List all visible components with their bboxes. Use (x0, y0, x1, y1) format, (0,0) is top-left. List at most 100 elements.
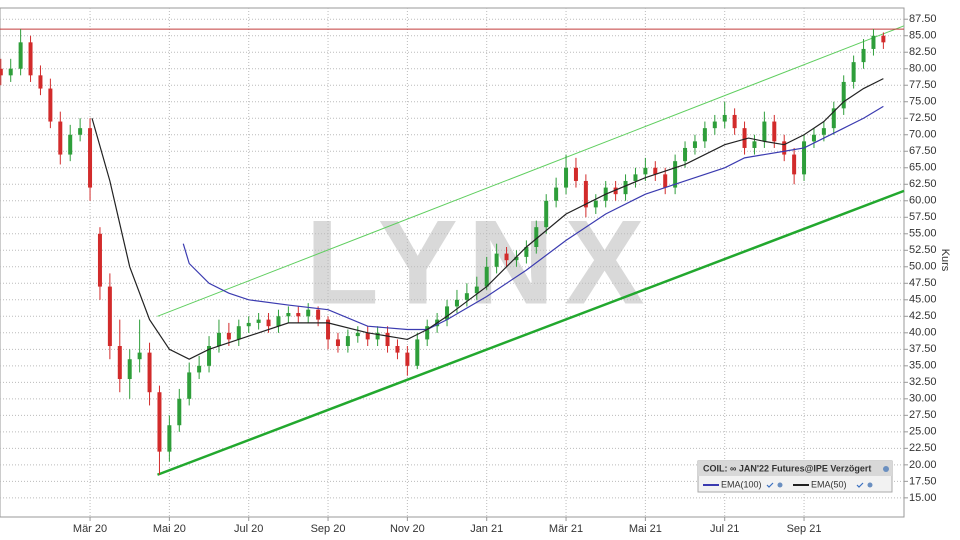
y-tick-label: 87.50 (909, 13, 937, 25)
ema-line (91, 78, 884, 360)
y-tick-label: 15.00 (909, 492, 937, 504)
legend-title: COIL: ∞ JAN'22 Futures@IPE Verzögert (703, 463, 871, 473)
watermark: LYNX (305, 196, 654, 330)
candle-body (524, 246, 529, 257)
candle-body (762, 121, 767, 142)
settings-icon[interactable] (883, 466, 889, 472)
candle-body (782, 141, 787, 155)
candle-body (663, 174, 668, 188)
candle-body (772, 121, 777, 142)
candle-body (68, 134, 73, 155)
candle-body (702, 128, 707, 142)
trend-line (157, 25, 905, 317)
trend-line (157, 189, 905, 476)
candle-body (197, 365, 202, 373)
candle-body (127, 359, 132, 380)
candle-body (88, 128, 93, 188)
legend-settings[interactable] (777, 482, 783, 488)
y-tick-label: 70.00 (909, 129, 937, 141)
candle-body (78, 128, 83, 135)
candle-body (821, 128, 826, 135)
y-tick-label: 40.00 (909, 327, 937, 339)
y-tick-label: 50.00 (909, 261, 937, 273)
y-tick-label: 35.00 (909, 360, 937, 372)
candle-body (683, 147, 688, 162)
candle-body (583, 180, 588, 208)
candle-body (246, 322, 251, 327)
x-tick-label: Sep 20 (311, 523, 346, 535)
x-tick-label: Mär 21 (549, 523, 583, 535)
candle-body (286, 313, 291, 317)
candle-body (851, 62, 856, 82)
candle-body (326, 319, 331, 340)
candle-body (564, 167, 569, 188)
candle-body (673, 161, 678, 188)
candle-body (266, 319, 271, 327)
candle-body (107, 286, 112, 347)
x-tick-label: Mai 21 (629, 523, 662, 535)
candle-body (345, 336, 350, 347)
x-tick-label: Jul 20 (234, 523, 263, 535)
candle-body (454, 299, 459, 307)
y-tick-label: 62.50 (909, 178, 937, 190)
candle-body (147, 352, 152, 393)
legend-settings[interactable] (867, 482, 873, 488)
candle-body (256, 319, 261, 323)
candle-body (732, 114, 737, 129)
y-tick-label: 42.50 (909, 310, 937, 322)
legend-label: EMA(50) (811, 479, 847, 489)
candle-body (752, 141, 757, 148)
legend-check (856, 482, 864, 488)
y-tick-label: 20.00 (909, 459, 937, 471)
candle-body (405, 352, 410, 366)
y-tick-label: 25.00 (909, 426, 937, 438)
candle-body (236, 326, 241, 340)
candle-body (177, 398, 182, 426)
candle-body (38, 75, 43, 89)
candle-body (811, 134, 816, 142)
x-tick-label: Mär 20 (73, 523, 107, 535)
x-tick-label: Sep 21 (787, 523, 822, 535)
candle-body (623, 180, 628, 195)
candle-body (841, 81, 846, 109)
candle-body (395, 346, 400, 353)
candle-body (544, 200, 549, 228)
candle-body (653, 167, 658, 175)
candle-body (742, 128, 747, 148)
candle-body (474, 286, 479, 294)
candle-body (316, 309, 321, 320)
candle-body (335, 339, 340, 347)
candle-body (643, 167, 648, 175)
candle-body (802, 141, 807, 175)
candle-body (167, 425, 172, 452)
y-tick-label: 85.00 (909, 30, 937, 42)
candle-body (494, 253, 499, 267)
candle-body (97, 233, 102, 287)
candle-body (425, 326, 430, 340)
candle-body (48, 88, 53, 122)
candle-body (137, 352, 142, 360)
candle-body (117, 346, 122, 380)
y-axis-label: Kurs (939, 249, 951, 272)
y-tick-label: 37.50 (909, 343, 937, 355)
candle-body (58, 121, 63, 155)
candle-body (861, 48, 866, 63)
y-tick-label: 22.50 (909, 442, 937, 454)
y-tick-label: 30.00 (909, 393, 937, 405)
legend: COIL: ∞ JAN'22 Futures@IPE Verzögert EMA… (697, 460, 893, 493)
marks (0, 25, 905, 476)
candle-body (831, 108, 836, 129)
candle-body (871, 35, 876, 49)
candle-body (226, 332, 231, 340)
candle-body (157, 392, 162, 452)
legend-items: EMA(100) EMA(50) (703, 479, 873, 489)
candle-body (28, 42, 33, 76)
x-tick-label: Jul 21 (710, 523, 739, 535)
candle-body (445, 306, 450, 320)
candle-body (8, 68, 13, 76)
candle-body (534, 227, 539, 247)
y-tick-label: 45.00 (909, 294, 937, 306)
candle-body (504, 253, 509, 261)
y-tick-label: 72.50 (909, 112, 937, 124)
candle-body (415, 339, 420, 366)
